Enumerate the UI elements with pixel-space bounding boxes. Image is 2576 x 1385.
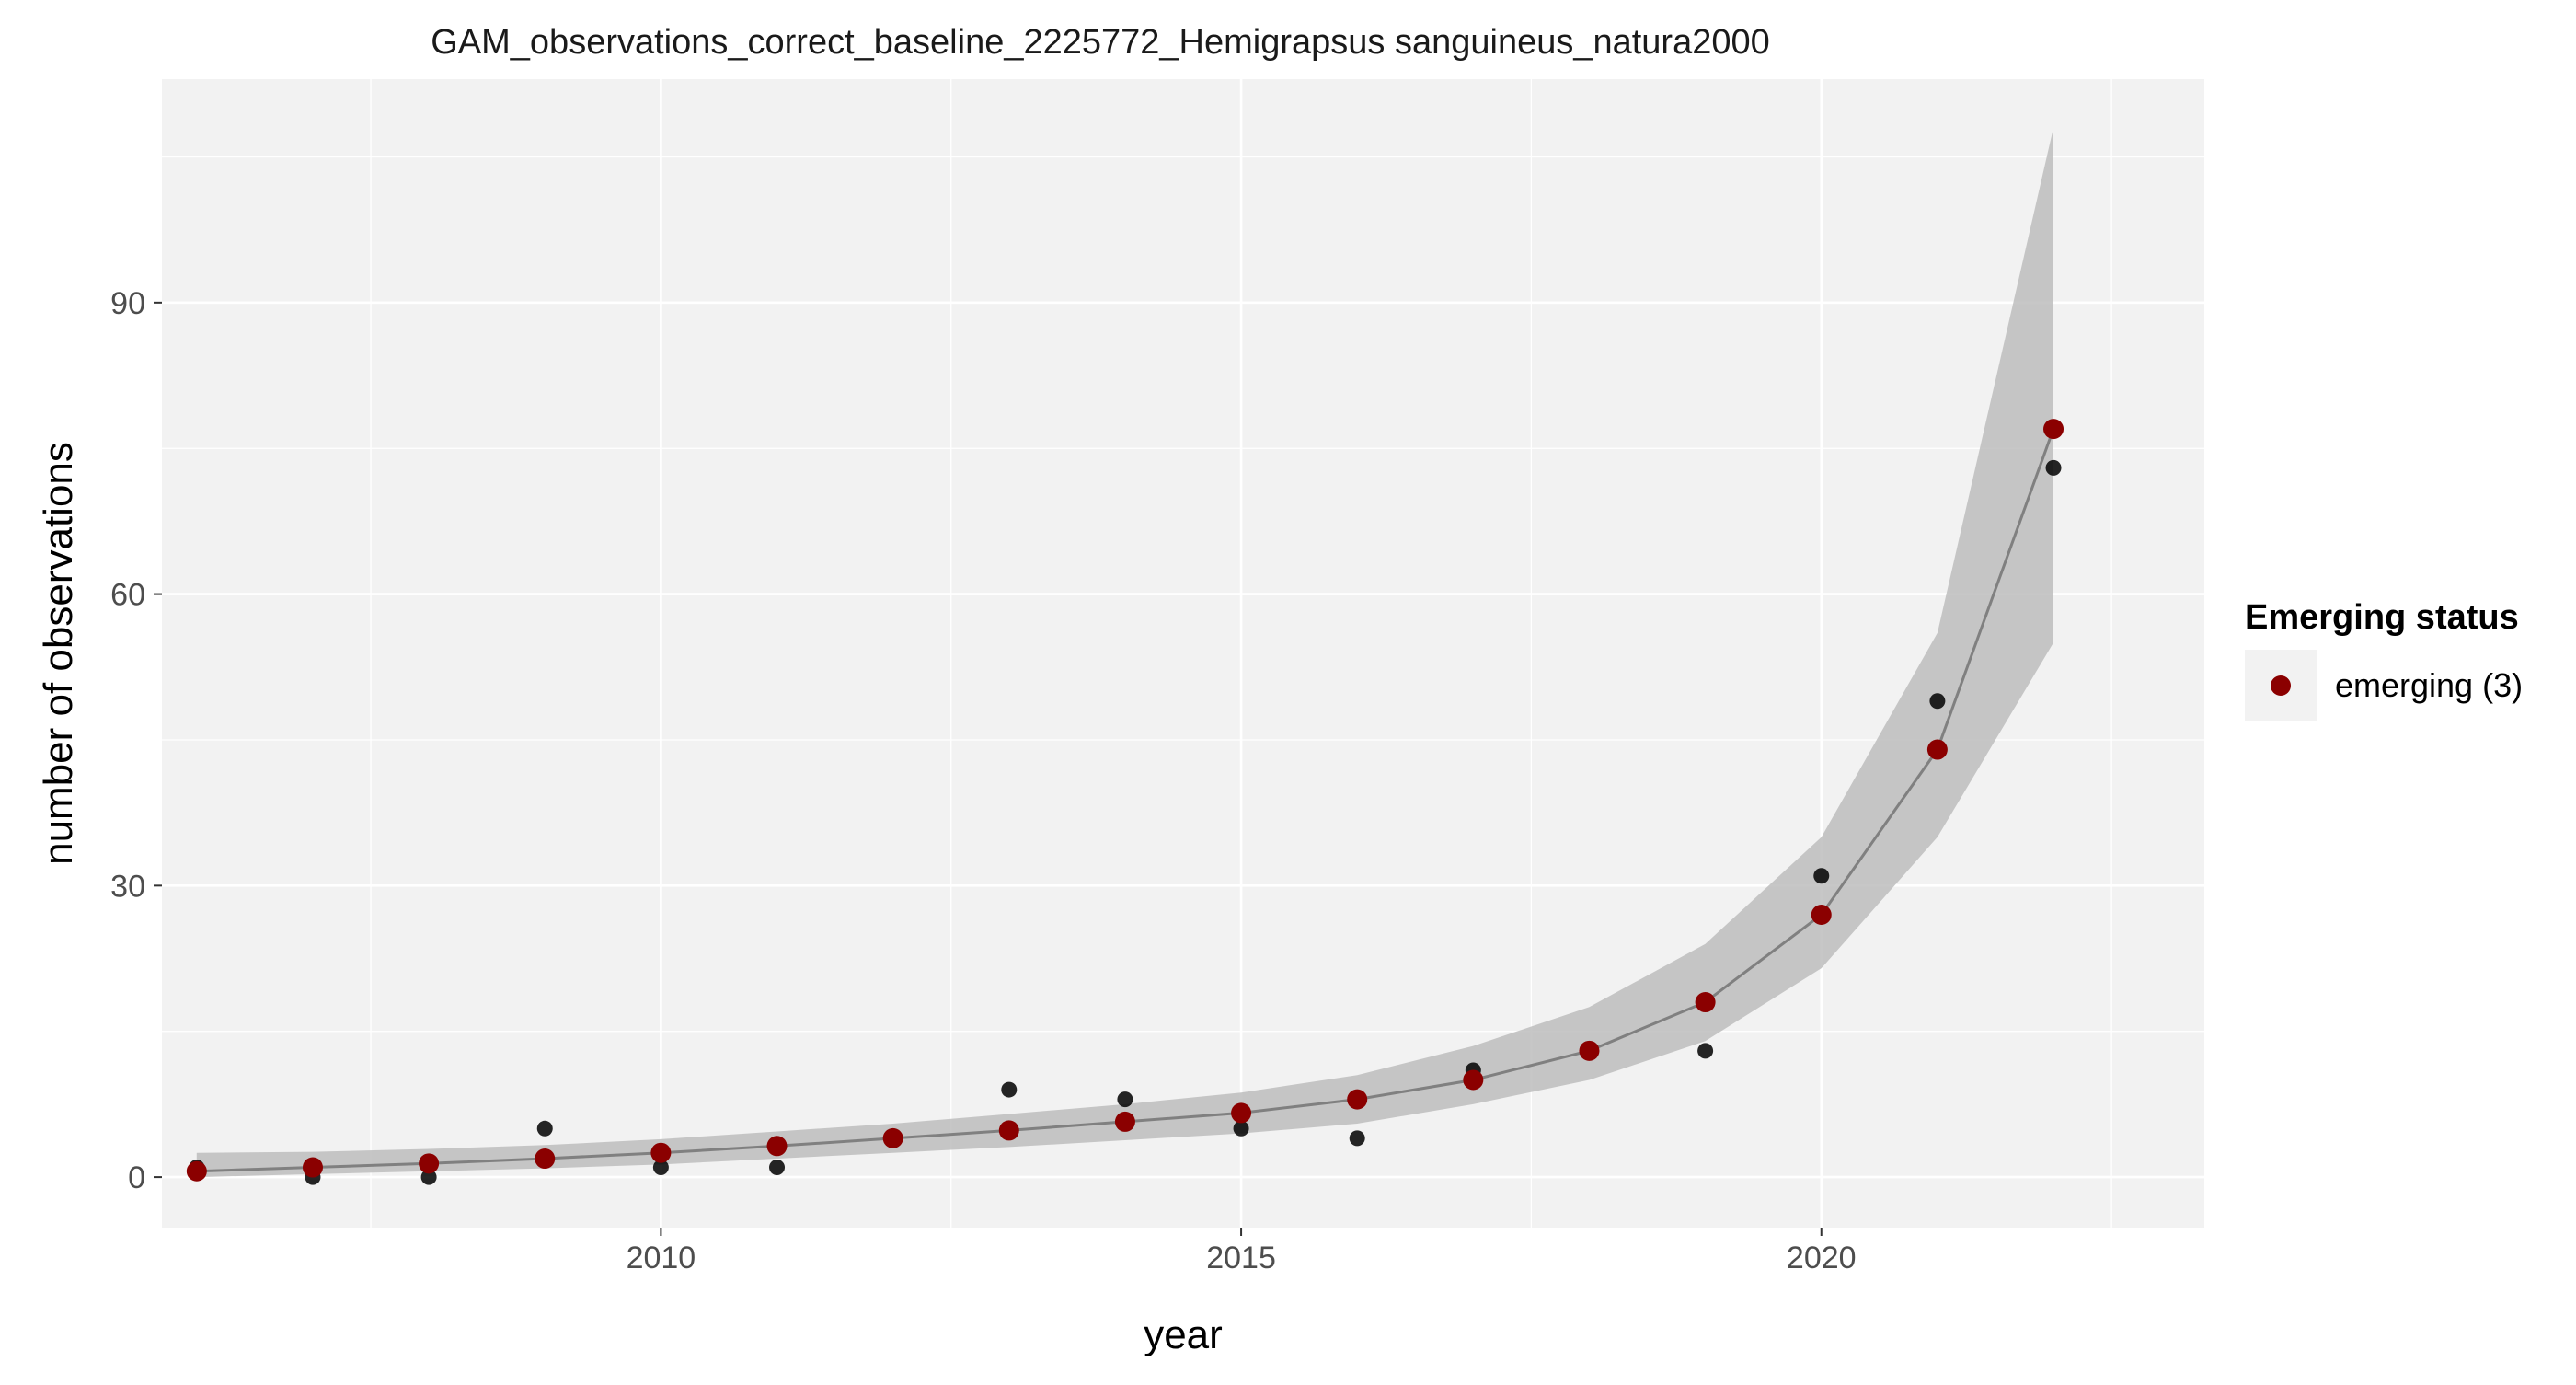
axis-ticks: 2010 2015 2020 0 30 60 90	[110, 286, 1856, 1275]
fitted-point	[2043, 419, 2064, 440]
x-tick-label: 2015	[1206, 1241, 1276, 1275]
observed-point	[1117, 1091, 1133, 1108]
observed-point	[769, 1160, 786, 1176]
fitted-point	[998, 1120, 1019, 1141]
y-tick-label: 0	[128, 1160, 145, 1195]
y-tick-label: 60	[110, 578, 145, 613]
x-axis-title: year	[1144, 1312, 1223, 1357]
fitted-point	[1926, 739, 1948, 760]
chart-title: GAM_observations_correct_baseline_222577…	[431, 23, 1770, 62]
observed-point	[1697, 1043, 1714, 1059]
legend: Emerging status emerging (3)	[2245, 598, 2523, 721]
legend-title: Emerging status	[2245, 598, 2519, 637]
observed-point	[1349, 1130, 1365, 1147]
observed-point	[1001, 1081, 1018, 1098]
fitted-point	[1811, 905, 1832, 926]
observed-point	[1929, 693, 1946, 710]
observed-point	[2045, 459, 2062, 476]
fitted-point	[650, 1142, 672, 1163]
fitted-point	[302, 1157, 323, 1178]
observed-point	[536, 1120, 553, 1137]
observed-point	[420, 1169, 437, 1185]
fitted-point	[535, 1148, 556, 1170]
y-tick-label: 90	[110, 286, 145, 321]
y-tick-label: 30	[110, 869, 145, 904]
legend-marker	[2271, 675, 2291, 696]
x-tick-label: 2020	[1787, 1241, 1857, 1275]
fitted-point	[1579, 1040, 1600, 1061]
fitted-point	[1231, 1102, 1252, 1124]
legend-label: emerging (3)	[2335, 666, 2523, 704]
observed-point	[1813, 868, 1830, 884]
fitted-point	[419, 1153, 440, 1174]
fitted-point	[766, 1136, 788, 1157]
fitted-point	[186, 1160, 207, 1182]
fitted-point	[1463, 1069, 1484, 1091]
observed-point	[1233, 1120, 1249, 1137]
points-group	[186, 419, 2064, 1185]
plot-panel	[162, 79, 2204, 1228]
fitted-point	[882, 1127, 903, 1148]
y-axis-title: number of observations	[36, 442, 81, 865]
x-tick-label: 2010	[627, 1241, 696, 1275]
fitted-point	[1347, 1089, 1368, 1110]
fitted-point	[1695, 992, 1716, 1013]
fitted-point	[1114, 1111, 1135, 1132]
observed-point	[652, 1160, 669, 1176]
